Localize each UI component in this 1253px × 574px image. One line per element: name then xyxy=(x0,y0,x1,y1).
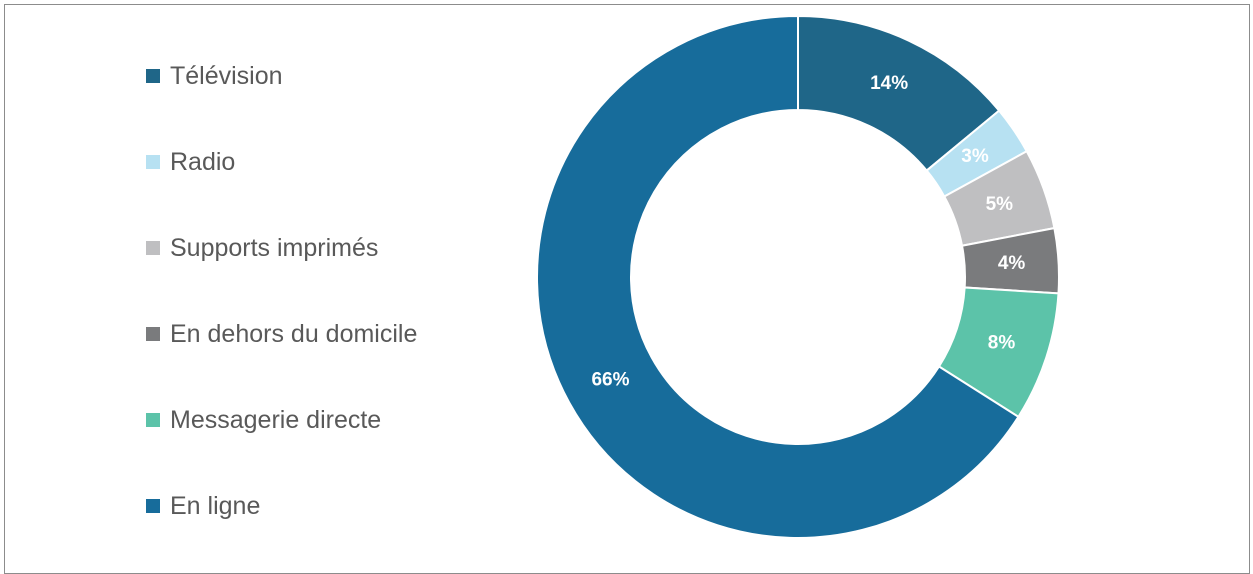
legend-item-direct-mail: Messagerie directe xyxy=(146,402,417,438)
donut-slices xyxy=(536,14,1060,539)
data-label-direct-mail: 8% xyxy=(988,333,1016,354)
legend-swatch-print xyxy=(146,241,160,255)
legend-item-radio: Radio xyxy=(146,144,417,180)
legend-item-television: Télévision xyxy=(146,58,417,94)
legend-swatch-out-of-home xyxy=(146,327,160,341)
legend-label-television: Télévision xyxy=(170,61,283,90)
legend-swatch-online xyxy=(146,499,160,513)
legend-label-direct-mail: Messagerie directe xyxy=(170,405,382,434)
data-label-television: 14% xyxy=(870,73,908,94)
legend-item-print: Supports imprimés xyxy=(146,230,417,266)
data-label-print: 5% xyxy=(986,194,1014,215)
legend-label-radio: Radio xyxy=(170,147,236,176)
chart-legend: Télévision Radio Supports imprimés En de… xyxy=(146,58,417,574)
donut-slice-labels: 14% 3% 5% 4% 8% 66% xyxy=(591,73,1025,391)
legend-swatch-radio xyxy=(146,155,160,169)
legend-item-online: En ligne xyxy=(146,488,417,524)
legend-label-print: Supports imprimés xyxy=(170,233,379,262)
data-label-radio: 3% xyxy=(961,146,989,167)
donut-slice-online xyxy=(536,14,1020,539)
data-label-out-of-home: 4% xyxy=(998,253,1026,274)
data-label-online: 66% xyxy=(591,370,629,391)
legend-swatch-direct-mail xyxy=(146,413,160,427)
legend-item-out-of-home: En dehors du domicile xyxy=(146,316,417,352)
legend-label-out-of-home: En dehors du domicile xyxy=(170,319,418,348)
legend-label-online: En ligne xyxy=(170,491,261,520)
legend-swatch-television xyxy=(146,69,160,83)
